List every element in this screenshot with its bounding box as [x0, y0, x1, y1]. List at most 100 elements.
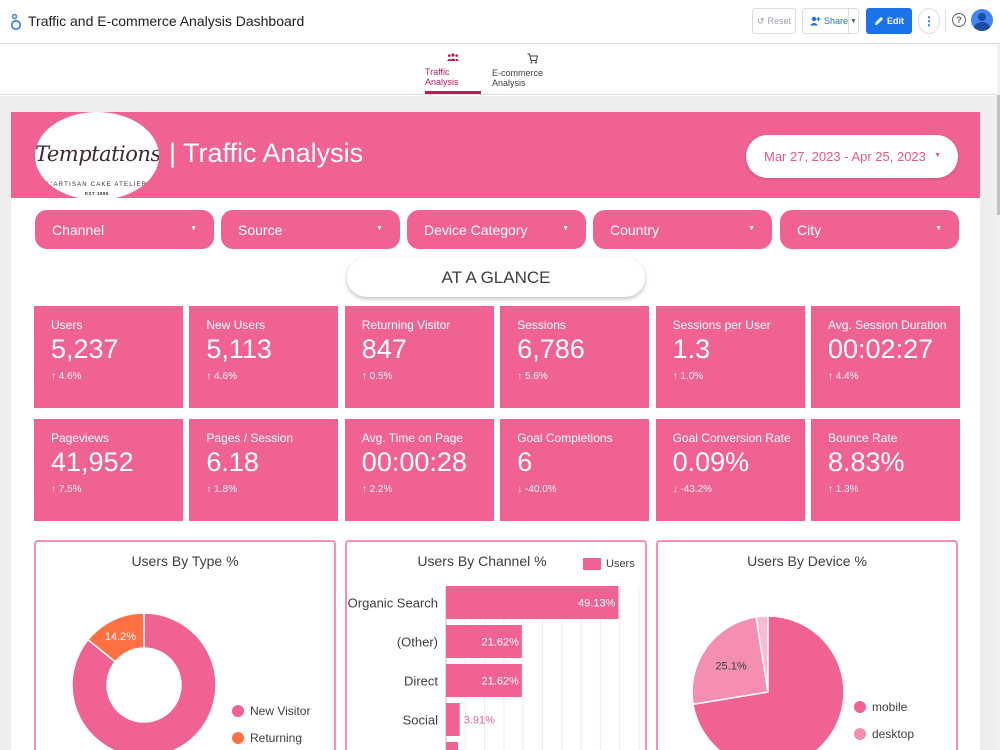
scrollbar[interactable] [997, 45, 1000, 750]
reset-label: Reset [767, 16, 792, 26]
pie-slice[interactable] [691, 616, 769, 706]
users-by-device-chart: 25.1% [691, 615, 845, 750]
kpi-label: Pages / Session [206, 431, 294, 445]
help-icon[interactable]: ? [952, 13, 966, 27]
kpi-card: Goal Completions 6 ↓ -40.0% [500, 419, 650, 521]
legend-item-returning[interactable]: Returning [232, 731, 302, 745]
bar[interactable] [446, 586, 619, 619]
kpi-card: Bounce Rate 8.83% ↑ 1.3% [811, 419, 960, 521]
kpi-card: Pages / Session 6.18 ↑ 1.8% [189, 419, 339, 521]
more-options-icon[interactable]: ⋮ [918, 8, 940, 34]
slice-label: 25.1% [715, 660, 746, 672]
filter-label: Channel [52, 221, 105, 238]
kpi-label: Sessions [517, 318, 566, 332]
edit-button[interactable]: Edit [866, 8, 912, 34]
reset-icon: ↺ [756, 15, 765, 26]
pie-slice[interactable] [71, 612, 217, 750]
kpi-label: Returning Visitor [361, 318, 451, 332]
kpi-card: Pageviews 41,952 ↑ 7.5% [34, 419, 183, 521]
chevron-down-icon: ▼ [190, 225, 197, 232]
kpi-delta: ↑ 0.5% [362, 371, 494, 382]
kpi-delta-value: -40.0% [524, 484, 557, 495]
pie-slice[interactable] [692, 615, 845, 750]
tab-label: Traffic Analysis [425, 66, 459, 87]
share-label: Share [823, 16, 848, 26]
bar[interactable] [446, 625, 522, 658]
chart-title: Users By Type % [131, 553, 239, 569]
kpi-label: Users [51, 318, 83, 332]
arrow-up-icon: ↑ [672, 371, 678, 382]
kpi-delta: ↑ 4.6% [51, 371, 183, 382]
kpi-value: 0.09% [672, 447, 750, 477]
filter-device-category[interactable]: Device Category ▼ [407, 210, 586, 249]
legend-item-users[interactable]: Users [583, 558, 635, 570]
arrow-up-icon: ↑ [206, 371, 212, 382]
filter-source[interactable]: Source ▼ [221, 210, 400, 249]
filter-city[interactable]: City ▼ [780, 210, 959, 249]
report-title: Traffic and E-commerce Analysis Dashboar… [28, 13, 305, 29]
reset-button[interactable]: ↺ Reset [752, 8, 796, 34]
filter-label: Country [610, 221, 660, 238]
app-bar: Traffic and E-commerce Analysis Dashboar… [0, 0, 1000, 44]
avatar[interactable] [971, 9, 993, 31]
brand-tagline: L'ARTISAN CAKE ATELIER [46, 182, 148, 188]
kpi-delta: ↑ 2.2% [362, 484, 494, 495]
kpi-label: Pageviews [51, 431, 110, 445]
legend-swatch [854, 701, 866, 713]
add-person-icon [810, 16, 821, 26]
legend-item-new-visitor[interactable]: New Visitor [232, 704, 310, 718]
chevron-down-icon: ▼ [376, 225, 383, 232]
arrow-up-icon: ↑ [206, 484, 212, 495]
tab-traffic-analysis[interactable]: Traffic Analysis [425, 45, 481, 94]
kpi-card: Users 5,237 ↑ 4.6% [34, 306, 183, 408]
kpi-delta: ↑ 1.0% [673, 371, 805, 382]
page-title: | Traffic Analysis [169, 138, 364, 168]
arrow-down-icon: ↓ [517, 484, 523, 495]
kpi-delta-value: 1.0% [680, 371, 704, 382]
kpi-delta-value: 1.3% [835, 484, 859, 495]
filter-country[interactable]: Country ▼ [593, 210, 772, 249]
users-by-channel-chart: Organic Search 49.13% (Other) 21.62% Direct 2… [348, 586, 640, 750]
kpi-value: 5,237 [51, 334, 119, 364]
kpi-value: 1.3 [672, 334, 711, 364]
arrow-up-icon: ↑ [51, 371, 56, 382]
pencil-icon [875, 17, 883, 25]
section-title: AT A GLANCE [347, 258, 645, 297]
kpi-delta: ↑ 7.5% [51, 484, 183, 495]
arrow-up-icon: ↑ [828, 484, 833, 495]
bar[interactable] [446, 742, 458, 750]
brand-script: Temptations [35, 142, 159, 166]
kpi-label: Avg. Session Duration [828, 318, 947, 332]
chart-title: Users By Channel % [417, 553, 547, 569]
category-label: Social [403, 713, 439, 728]
kpi-delta-value: 4.4% [835, 371, 859, 382]
chevron-down-icon: ▼ [748, 225, 755, 232]
kpi-value: 00:02:27 [828, 334, 934, 364]
kpi-delta-value: 4.6% [214, 371, 237, 382]
kpi-label: Sessions per User [672, 318, 771, 332]
kpi-delta: ↑ 1.8% [206, 484, 338, 495]
page-tab-bar: Traffic Analysis E-commerce Analysis [0, 45, 1000, 95]
kpi-label: Avg. Time on Page [361, 431, 463, 445]
legend-label: Returning [250, 731, 303, 745]
scrollbar-thumb[interactable] [997, 95, 1000, 215]
legend-item-mobile[interactable]: mobile [854, 700, 907, 714]
share-dropdown-icon[interactable]: ▼ [850, 17, 857, 25]
edit-label: Edit [887, 16, 904, 26]
arrow-up-icon: ↑ [517, 371, 523, 382]
kpi-card: Sessions per User 1.3 ↑ 1.0% [655, 306, 805, 408]
bar[interactable] [446, 664, 522, 697]
date-range-picker[interactable]: Mar 27, 2023 - Apr 25, 2023 ▼ [746, 135, 958, 178]
category-label: Organic Search [348, 596, 438, 611]
value-label: 21.62% [482, 637, 520, 649]
legend-swatch [854, 728, 866, 740]
share-button[interactable]: Share ▼ [802, 8, 859, 34]
legend-label: New Visitor [250, 704, 311, 718]
legend-item-desktop[interactable]: desktop [854, 727, 914, 741]
tab-ecommerce-analysis[interactable]: E-commerce Analysis [492, 45, 572, 94]
bar[interactable] [446, 703, 460, 736]
filter-channel[interactable]: Channel ▼ [35, 210, 214, 249]
kpi-label: Goal Conversion Rate [672, 431, 791, 445]
slice-label: 14.2% [105, 631, 136, 643]
category-label: (Other) [397, 635, 438, 650]
